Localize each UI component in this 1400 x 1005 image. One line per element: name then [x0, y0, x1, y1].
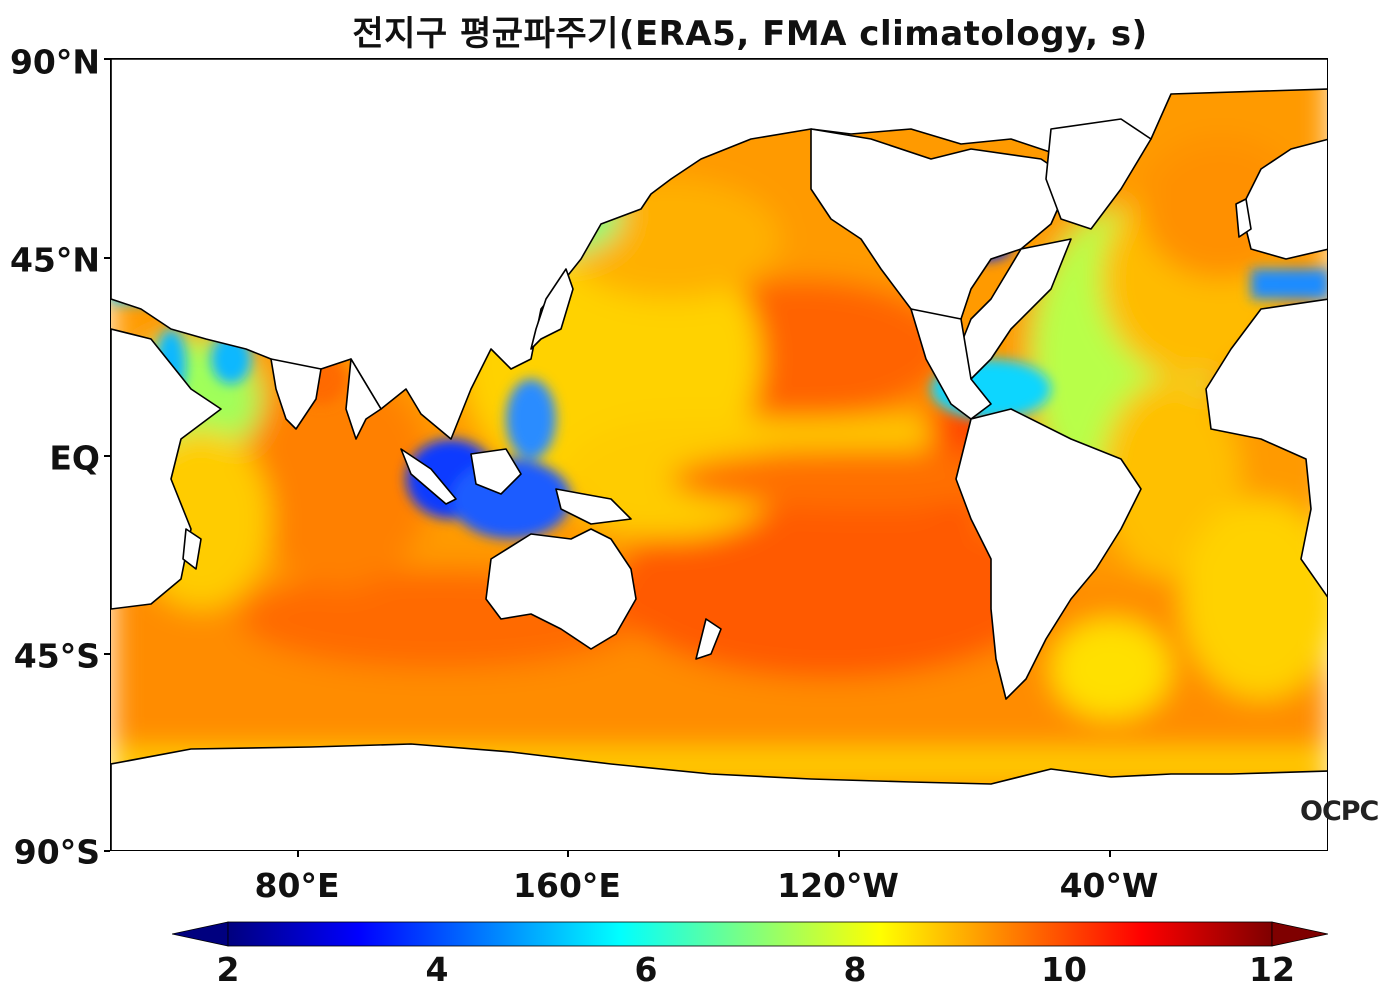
wave-period-map	[111, 59, 1327, 850]
y-tick-label-45n: 45°N	[9, 240, 100, 280]
y-tick-label-90n: 90°N	[9, 42, 100, 82]
colorbar-tick-10: 10	[1041, 950, 1087, 989]
chart-title: 전지구 평균파주기(ERA5, FMA climatology, s)	[352, 14, 1148, 54]
britain-land	[1235, 198, 1252, 238]
y-tick-label-eq: EQ	[49, 438, 100, 478]
x-tick	[1109, 851, 1111, 857]
y-tick-label-45s: 45°S	[13, 636, 100, 676]
new-guinea-land	[555, 488, 632, 525]
land	[111, 59, 1327, 850]
colorbar-gradient	[227, 921, 1273, 947]
colorbar-tick-4: 4	[425, 950, 449, 989]
y-tick	[104, 850, 110, 852]
colorbar-extend-high	[1271, 921, 1328, 947]
y-tick	[104, 455, 110, 457]
west-africa-land	[1205, 298, 1327, 598]
australia-land	[485, 528, 637, 650]
x-tick-label-80e: 80°E	[254, 866, 340, 905]
colorbar-tick-8: 8	[843, 950, 867, 989]
x-tick	[838, 851, 840, 857]
colorbar-tick-12: 12	[1249, 950, 1295, 989]
y-tick	[104, 257, 110, 259]
y-tick-label-90s: 90°S	[13, 832, 100, 872]
indochina-land	[345, 358, 382, 440]
north-america-east-land	[950, 238, 1072, 380]
x-tick	[297, 851, 299, 857]
india-land	[270, 358, 322, 430]
greenland-land	[1045, 118, 1152, 230]
new-zealand-land	[695, 618, 722, 660]
y-tick	[104, 58, 110, 60]
africa-land	[111, 328, 222, 610]
colorbar	[172, 921, 1328, 947]
antarctica-land	[111, 743, 1327, 850]
x-tick-label-120w: 120°W	[777, 866, 899, 905]
sumatra-land	[400, 448, 457, 505]
x-tick-label-40w: 40°W	[1059, 866, 1159, 905]
x-tick	[567, 851, 569, 857]
madagascar-land	[182, 528, 202, 570]
colorbar-extend-low	[172, 921, 229, 947]
south-america-land	[955, 408, 1142, 700]
y-tick	[104, 653, 110, 655]
north-america-land	[810, 128, 1072, 320]
map-panel	[110, 58, 1328, 851]
ocpc-logo: OCPC	[1300, 796, 1379, 827]
x-tick-label-160e: 160°E	[513, 866, 621, 905]
colorbar-tick-2: 2	[216, 950, 240, 989]
japan-land	[530, 268, 574, 350]
colorbar-tick-6: 6	[634, 950, 658, 989]
borneo-land	[470, 448, 522, 495]
central-america-land	[910, 308, 992, 420]
